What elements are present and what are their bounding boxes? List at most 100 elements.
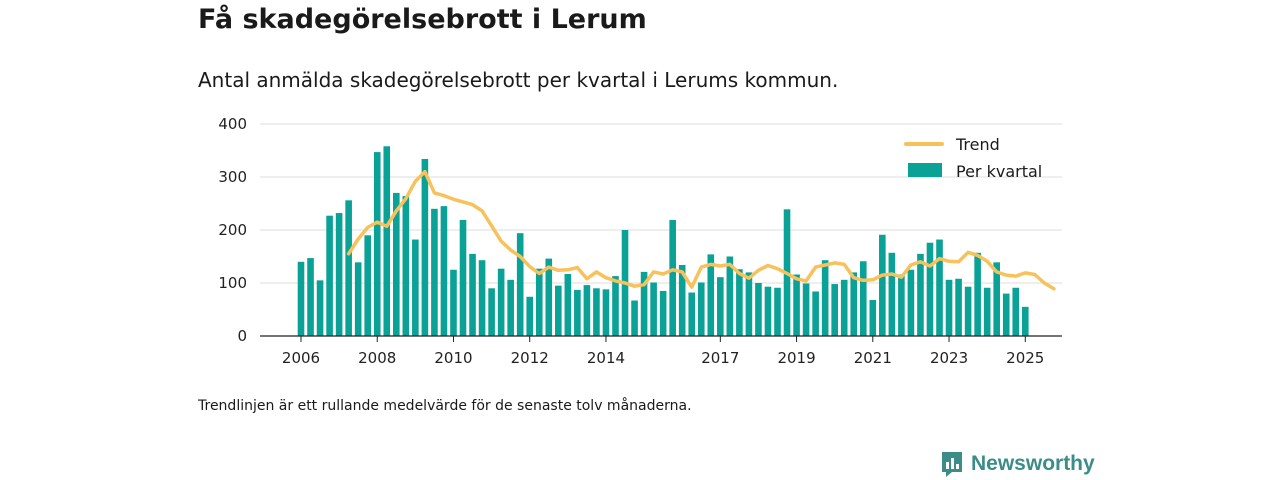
bar — [840, 279, 848, 336]
bar — [450, 269, 457, 336]
bar — [469, 253, 476, 336]
y-tick-label: 300 — [218, 168, 247, 186]
x-tick-label: 2017 — [701, 349, 739, 367]
bar — [1012, 287, 1020, 336]
legend-bar-swatch — [908, 163, 942, 177]
bar — [688, 292, 696, 336]
bar — [888, 252, 896, 336]
brand-name: Newsworthy — [971, 452, 1095, 475]
bar — [354, 262, 362, 336]
bar — [936, 239, 943, 336]
bar — [412, 239, 419, 336]
bar — [717, 277, 724, 336]
bar-chart-logo-icon — [942, 452, 962, 477]
bar — [555, 285, 562, 336]
bar — [612, 276, 619, 336]
x-tick-label: 2023 — [930, 349, 968, 367]
x-tick-label: 2012 — [511, 349, 549, 367]
bar — [564, 273, 572, 336]
bar — [917, 253, 924, 336]
y-tick-label: 400 — [218, 115, 247, 133]
bar — [926, 242, 934, 336]
bar — [364, 235, 372, 336]
bar — [831, 284, 838, 336]
bar — [964, 286, 972, 336]
bar — [879, 234, 886, 336]
x-tick-label: 2008 — [358, 349, 396, 367]
x-tick-label: 2025 — [1006, 349, 1044, 367]
bar — [812, 291, 819, 336]
bar — [345, 200, 352, 336]
bars — [297, 146, 1029, 336]
bar — [545, 258, 553, 336]
bar — [764, 286, 772, 336]
chart-title: Få skadegörelsebrott i Lerum — [198, 4, 647, 35]
bar — [402, 196, 410, 336]
bar — [1002, 293, 1010, 336]
bar — [574, 289, 581, 336]
bar — [488, 288, 495, 336]
bar — [755, 283, 762, 336]
trend-line — [346, 169, 1056, 291]
axes: 0 100 200 300 400 2006 2008 2010 2012 2014 2017 201… — [218, 115, 1062, 367]
x-tick-label: 2021 — [854, 349, 892, 367]
y-tick-label: 100 — [218, 274, 247, 292]
bar — [507, 279, 514, 336]
chart-subtitle: Antal anmälda skadegörelsebrott per kvar… — [198, 68, 839, 92]
bar — [726, 256, 734, 336]
y-tick-label: 0 — [237, 327, 247, 345]
bar — [859, 261, 867, 336]
bar — [440, 206, 448, 336]
bar — [497, 268, 505, 336]
bar — [307, 258, 314, 336]
bar — [640, 271, 648, 336]
bar — [793, 274, 800, 336]
bar — [707, 254, 715, 336]
legend: Trend Per kvartal — [904, 135, 1042, 181]
legend-trend-label: Trend — [955, 135, 1000, 154]
bar — [850, 272, 858, 336]
bar — [736, 269, 743, 336]
bar — [631, 300, 638, 336]
bar — [516, 233, 524, 336]
x-tick-label: 2014 — [587, 349, 625, 367]
bar — [593, 288, 600, 336]
bar — [974, 252, 981, 336]
brand-logo: Newsworthy — [940, 450, 1095, 478]
bar — [326, 215, 333, 336]
x-tick-label: 2019 — [777, 349, 815, 367]
bar — [297, 261, 305, 336]
bar — [678, 264, 686, 336]
bar — [697, 282, 705, 336]
bar-chart: 0 100 200 300 400 2006 2008 2010 2012 2014 2017 201… — [218, 115, 1062, 367]
bar — [459, 219, 467, 336]
bar — [669, 219, 676, 336]
footnote: Trendlinjen är ett rullande medelvärde f… — [198, 398, 692, 414]
bar — [526, 296, 534, 336]
trend-line-group — [346, 169, 1056, 291]
legend-bar-label: Per kvartal — [956, 162, 1042, 181]
bar — [650, 282, 657, 336]
bar — [745, 272, 753, 336]
bar — [602, 289, 610, 336]
bar — [802, 283, 810, 336]
bar — [535, 268, 543, 336]
bar — [431, 208, 438, 336]
bar — [393, 192, 400, 336]
bar — [1021, 306, 1029, 336]
bar — [869, 299, 877, 336]
bar — [945, 279, 953, 336]
bar — [335, 213, 343, 336]
bar — [821, 260, 829, 336]
bar — [583, 285, 591, 336]
bar — [373, 152, 381, 336]
bar — [898, 274, 905, 336]
bar — [907, 269, 915, 336]
bar — [993, 262, 1000, 336]
bar — [774, 287, 781, 336]
bar — [955, 278, 962, 336]
bar — [478, 260, 486, 336]
bar — [983, 287, 991, 336]
bar — [316, 280, 324, 336]
bar — [421, 158, 429, 336]
